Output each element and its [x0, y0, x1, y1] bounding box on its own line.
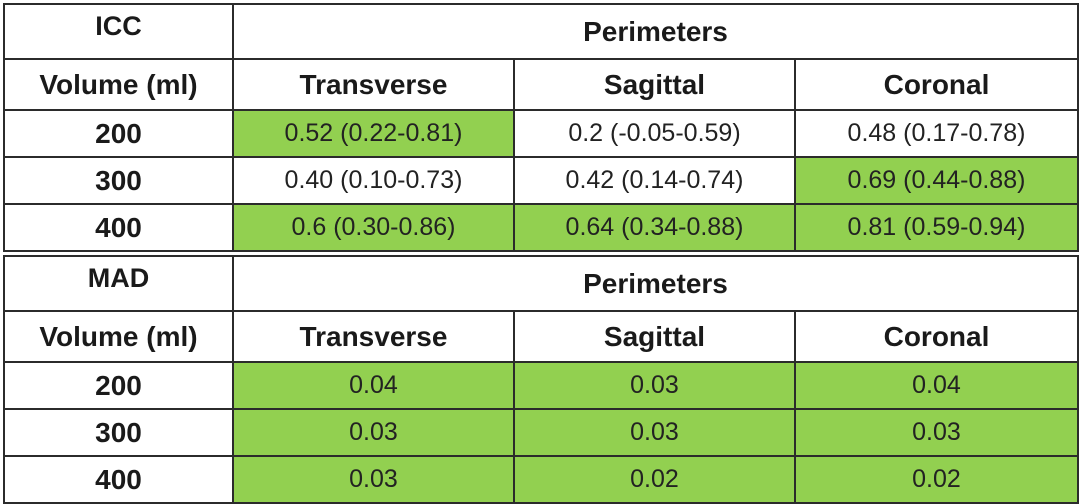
table-cell: 0.03 — [513, 361, 796, 410]
table-cell: 0.04 — [794, 361, 1079, 410]
table-row: 300 0.40 (0.10-0.73) 0.42 (0.14-0.74) 0.… — [3, 156, 1079, 205]
table-row: 400 0.6 (0.30-0.86) 0.64 (0.34-0.88) 0.8… — [3, 203, 1079, 252]
table-name: MAD — [3, 255, 234, 312]
column-header-sagittal: Sagittal — [513, 58, 796, 111]
group-header: Perimeters — [232, 255, 1079, 312]
table-row: 300 0.03 0.03 0.03 — [3, 408, 1079, 457]
column-header-coronal: Coronal — [794, 58, 1079, 111]
table-cell: 0.03 — [513, 408, 796, 457]
column-header-row: Volume (ml) Transverse Sagittal Coronal — [3, 310, 1079, 363]
group-header: Perimeters — [232, 3, 1079, 60]
table-cell: 0.40 (0.10-0.73) — [232, 156, 515, 205]
row-header-label: Volume (ml) — [3, 310, 234, 363]
table-cell: 0.2 (-0.05-0.59) — [513, 109, 796, 158]
icc-table: ICC Perimeters Volume (ml) Transverse Sa… — [3, 3, 1079, 252]
table-row: 400 0.03 0.02 0.02 — [3, 455, 1079, 504]
table-title-row: MAD Perimeters — [3, 255, 1079, 312]
table-cell: 0.03 — [232, 455, 515, 504]
table-cell: 0.48 (0.17-0.78) — [794, 109, 1079, 158]
volume-label: 300 — [3, 156, 234, 205]
mad-table: MAD Perimeters Volume (ml) Transverse Sa… — [3, 255, 1079, 504]
table-cell: 0.64 (0.34-0.88) — [513, 203, 796, 252]
table-cell: 0.03 — [232, 408, 515, 457]
table-name: ICC — [3, 3, 234, 60]
table-cell: 0.81 (0.59-0.94) — [794, 203, 1079, 252]
table-row: 200 0.52 (0.22-0.81) 0.2 (-0.05-0.59) 0.… — [3, 109, 1079, 158]
table-row: 200 0.04 0.03 0.04 — [3, 361, 1079, 410]
table-cell: 0.42 (0.14-0.74) — [513, 156, 796, 205]
column-header-transverse: Transverse — [232, 58, 515, 111]
volume-label: 200 — [3, 361, 234, 410]
column-header-sagittal: Sagittal — [513, 310, 796, 363]
table-title-row: ICC Perimeters — [3, 3, 1079, 60]
table-cell: 0.69 (0.44-0.88) — [794, 156, 1079, 205]
column-header-row: Volume (ml) Transverse Sagittal Coronal — [3, 58, 1079, 111]
volume-label: 200 — [3, 109, 234, 158]
column-header-transverse: Transverse — [232, 310, 515, 363]
volume-label: 400 — [3, 203, 234, 252]
volume-label: 300 — [3, 408, 234, 457]
volume-label: 400 — [3, 455, 234, 504]
table-cell: 0.6 (0.30-0.86) — [232, 203, 515, 252]
table-cell: 0.52 (0.22-0.81) — [232, 109, 515, 158]
column-header-coronal: Coronal — [794, 310, 1079, 363]
table-cell: 0.02 — [513, 455, 796, 504]
table-cell: 0.03 — [794, 408, 1079, 457]
table-cell: 0.04 — [232, 361, 515, 410]
table-cell: 0.02 — [794, 455, 1079, 504]
row-header-label: Volume (ml) — [3, 58, 234, 111]
